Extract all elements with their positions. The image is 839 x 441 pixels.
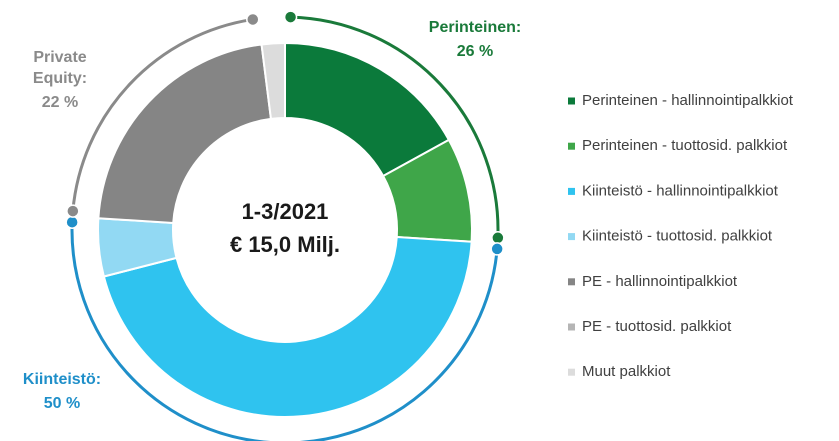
donut-segment — [260, 41, 286, 121]
group-label: Kiinteistö: — [23, 371, 101, 388]
bracket-dot — [66, 204, 80, 218]
legend-swatch — [568, 323, 575, 331]
bracket-dot — [65, 215, 79, 229]
bracket-dot — [490, 242, 504, 256]
legend-label: Perinteinen - hallinnointipalkkiot — [582, 92, 794, 109]
center-total: € 15,0 Milj. — [230, 232, 340, 257]
legend-label: PE - tuottosid. palkkiot — [582, 318, 732, 335]
group-bracket — [70, 222, 499, 441]
group-label: Private — [33, 49, 86, 66]
legend-label: Kiinteistö - hallinnointipalkkiot — [582, 182, 779, 199]
donut-segment — [102, 235, 473, 418]
group-value-label: 26 % — [457, 43, 493, 60]
group-value-label: 22 % — [42, 94, 78, 111]
legend-label: Perinteinen - tuottosid. palkkiot — [582, 137, 788, 154]
group-bracket — [290, 15, 500, 238]
legend-swatch — [568, 233, 575, 241]
legend-label: Kiinteistö - tuottosid. palkkiot — [582, 228, 773, 245]
legend-swatch — [568, 97, 575, 105]
bracket-dot — [491, 231, 505, 245]
legend-label: Muut palkkiot — [582, 363, 671, 380]
group-label: Perinteinen: — [429, 19, 521, 36]
legend-swatch — [568, 187, 575, 195]
legend-swatch — [568, 142, 575, 150]
bracket-dot — [283, 10, 298, 24]
group-value-label: 50 % — [44, 395, 80, 412]
legend-label: PE - hallinnointipalkkiot — [582, 273, 738, 290]
legend-swatch — [568, 368, 575, 376]
legend-swatch — [568, 278, 575, 286]
group-label: Equity: — [33, 70, 87, 87]
bracket-dot — [246, 12, 260, 27]
center-title: 1-3/2021 — [242, 199, 329, 224]
donut-segment — [97, 43, 273, 225]
donut-hole — [174, 119, 396, 341]
group-bracket — [71, 17, 254, 212]
